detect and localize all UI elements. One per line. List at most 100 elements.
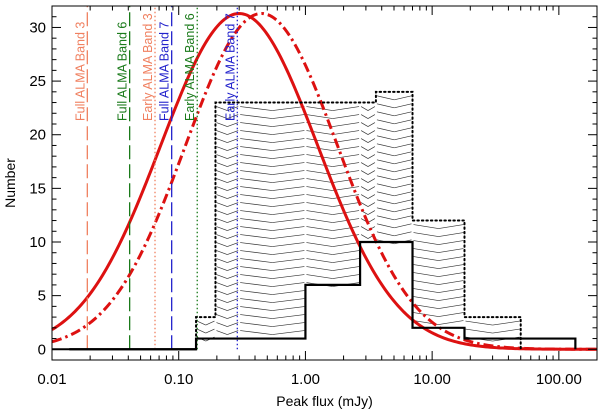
hatch-stroke bbox=[240, 266, 273, 271]
hatch-stroke bbox=[240, 138, 273, 143]
hatch-stroke bbox=[227, 114, 239, 119]
hatch-stroke bbox=[367, 202, 376, 207]
hatch-stroke bbox=[240, 258, 273, 263]
hatch-stroke bbox=[306, 234, 333, 239]
hatch-stroke bbox=[376, 223, 395, 229]
y-tick-label: 0 bbox=[38, 341, 46, 358]
hatch-stroke bbox=[240, 242, 273, 247]
hatch-stroke bbox=[367, 146, 376, 151]
hatch-stroke bbox=[272, 330, 305, 335]
hatch-stroke bbox=[332, 122, 360, 127]
hatch-stroke bbox=[492, 328, 520, 334]
hatch-stroke bbox=[272, 178, 305, 183]
y-tick-label: 20 bbox=[29, 127, 46, 144]
hatch-stroke bbox=[367, 138, 376, 143]
hatch-stroke bbox=[332, 226, 360, 231]
hatch-stroke bbox=[306, 114, 333, 119]
hatch-fill-group bbox=[196, 95, 520, 342]
hatch-stroke bbox=[367, 170, 376, 175]
hatch-stroke bbox=[376, 215, 395, 221]
hatch-stroke bbox=[413, 224, 439, 229]
hatch-stroke bbox=[413, 304, 439, 309]
hatch-stroke bbox=[394, 159, 412, 165]
hatch-stroke bbox=[227, 138, 239, 143]
hatch-stroke bbox=[216, 242, 228, 247]
hatch-stroke bbox=[306, 178, 333, 183]
hatch-stroke bbox=[227, 242, 239, 247]
hatch-stroke bbox=[332, 202, 360, 207]
x-tick-label: 0.01 bbox=[37, 371, 66, 388]
hatch-stroke bbox=[376, 231, 395, 237]
hatch-stroke bbox=[240, 290, 273, 295]
hatch-stroke bbox=[376, 183, 395, 189]
hatch-stroke bbox=[216, 186, 228, 191]
hatch-stroke bbox=[360, 106, 369, 111]
hatch-stroke bbox=[360, 146, 369, 151]
hatch-stroke bbox=[240, 306, 273, 311]
hatch-stroke bbox=[216, 322, 228, 327]
hatch-stroke bbox=[438, 264, 464, 269]
hatch-stroke bbox=[227, 202, 239, 207]
hatch-stroke bbox=[227, 314, 239, 319]
hatch-stroke bbox=[196, 320, 206, 326]
hatch-stroke bbox=[332, 170, 360, 175]
axes-ticks-group: 0.01 0.10 1.00 10.00 100.00 0 5 10 15 20 25 30 bbox=[29, 5, 597, 388]
hatch-stroke bbox=[413, 280, 439, 285]
hatch-stroke bbox=[240, 162, 273, 167]
hatch-stroke bbox=[227, 170, 239, 175]
sensitivity-line-label: Full ALMA Band 3 bbox=[73, 22, 87, 121]
hatch-stroke bbox=[227, 290, 239, 295]
hatch-stroke bbox=[272, 106, 305, 111]
hatch-stroke bbox=[272, 114, 305, 119]
hatch-stroke bbox=[216, 250, 228, 255]
hatch-stroke bbox=[272, 274, 305, 279]
hatch-stroke bbox=[306, 186, 333, 191]
histogram-envelope-dotted bbox=[195, 90, 522, 351]
hatch-stroke bbox=[216, 290, 228, 295]
hatch-stroke bbox=[394, 95, 412, 101]
hatch-stroke bbox=[394, 183, 412, 189]
hatch-stroke bbox=[332, 274, 360, 279]
hatch-stroke bbox=[240, 130, 273, 135]
hatch-stroke bbox=[332, 146, 360, 151]
hatch-stroke bbox=[306, 154, 333, 159]
hatch-stroke bbox=[240, 330, 273, 335]
hatch-stroke bbox=[360, 138, 369, 143]
hatch-stroke bbox=[332, 258, 360, 263]
hatch-stroke bbox=[216, 170, 228, 175]
hatch-stroke bbox=[216, 114, 228, 119]
hatch-stroke bbox=[367, 106, 376, 111]
hatch-stroke bbox=[216, 306, 228, 311]
hatch-stroke bbox=[272, 122, 305, 127]
hatch-stroke bbox=[306, 122, 333, 127]
hatch-stroke bbox=[332, 114, 360, 119]
hatch-stroke bbox=[272, 322, 305, 327]
hatch-stroke bbox=[240, 146, 273, 151]
hatch-stroke bbox=[438, 224, 464, 229]
y-tick-label: 25 bbox=[29, 73, 46, 90]
hatch-stroke bbox=[216, 202, 228, 207]
y-tick-label: 15 bbox=[29, 180, 46, 197]
hatch-stroke bbox=[272, 282, 305, 287]
hatch-stroke bbox=[216, 154, 228, 159]
hatch-stroke bbox=[438, 240, 464, 245]
hatch-stroke bbox=[360, 170, 369, 175]
hatch-stroke bbox=[360, 114, 369, 119]
hatch-stroke bbox=[227, 298, 239, 303]
hatch-stroke bbox=[306, 218, 333, 223]
hatch-stroke bbox=[272, 250, 305, 255]
hatch-stroke bbox=[367, 194, 376, 199]
hatch-stroke bbox=[240, 226, 273, 231]
hatch-stroke bbox=[227, 162, 239, 167]
hatch-stroke bbox=[240, 250, 273, 255]
hatch-stroke bbox=[216, 282, 228, 287]
hatch-stroke bbox=[306, 266, 333, 271]
plot-frame bbox=[51, 5, 598, 361]
hatch-stroke bbox=[376, 159, 395, 165]
hatch-stroke bbox=[216, 274, 228, 279]
hatch-stroke bbox=[438, 288, 464, 293]
hatch-stroke bbox=[332, 218, 360, 223]
histograms-group bbox=[52, 90, 577, 351]
hatch-stroke bbox=[272, 186, 305, 191]
